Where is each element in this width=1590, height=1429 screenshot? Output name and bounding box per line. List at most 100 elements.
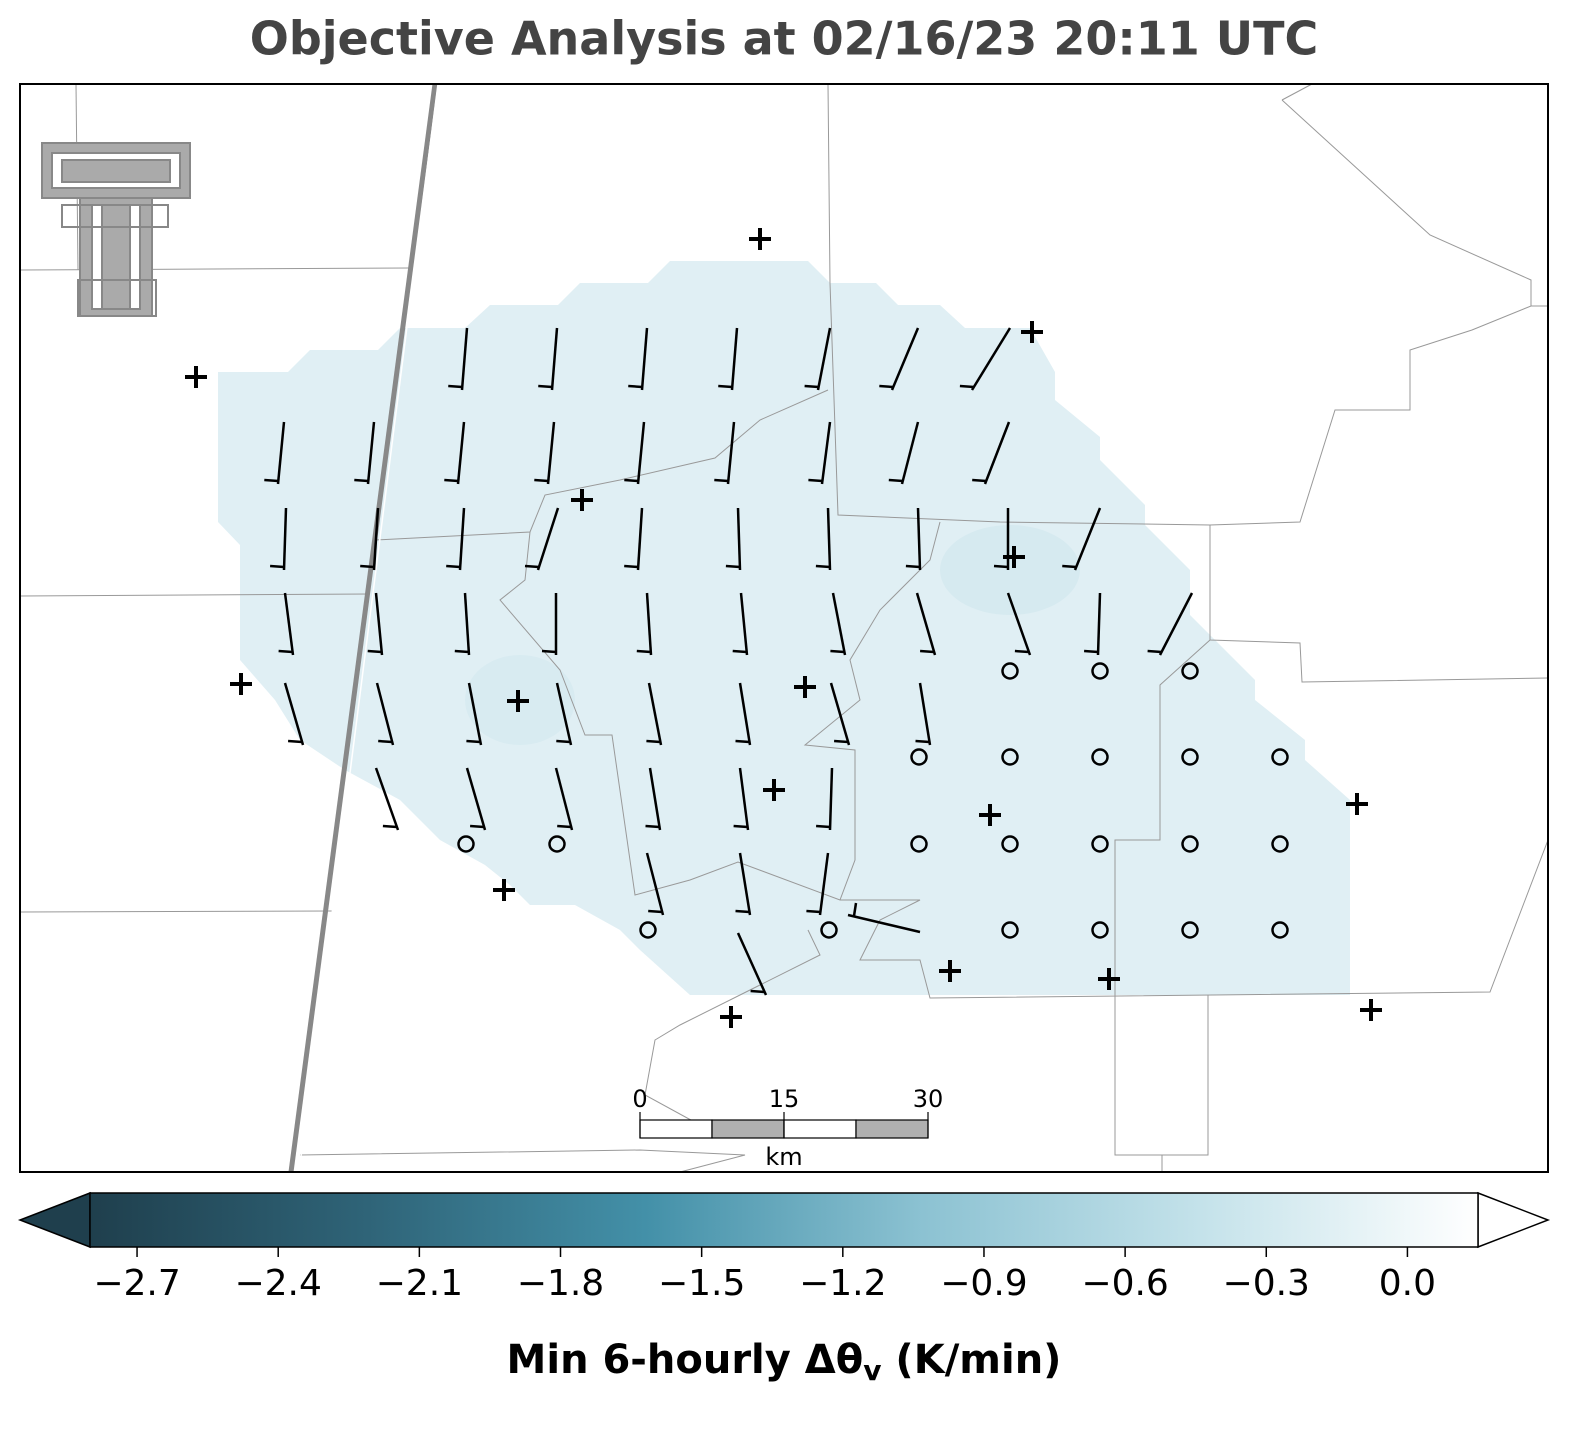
colorbar-label-suffix: (K/min) bbox=[881, 1337, 1061, 1383]
calm-wind bbox=[910, 835, 928, 853]
wind-barb-flag bbox=[636, 649, 651, 654]
wind-barb bbox=[738, 682, 752, 746]
colorbar-extend-low bbox=[17, 1191, 91, 1249]
station-marker bbox=[979, 804, 1001, 826]
scale-label: 30 bbox=[913, 1085, 944, 1113]
wind-barb-flag bbox=[264, 478, 279, 483]
wind-barb bbox=[983, 421, 1011, 485]
wind-barb-flag bbox=[959, 384, 974, 389]
state-line bbox=[298, 83, 439, 1173]
wind-barb-flag bbox=[852, 902, 858, 917]
wind-barb-flag bbox=[732, 649, 747, 654]
calm-wind bbox=[639, 921, 657, 939]
calm-wind bbox=[910, 748, 928, 766]
calm-wind bbox=[1271, 921, 1289, 939]
colorbar-tick-label: −1.8 bbox=[517, 1263, 604, 1304]
calm-wind bbox=[1001, 835, 1019, 853]
calm-wind bbox=[457, 835, 475, 853]
wind-barb-flag bbox=[378, 739, 393, 744]
wind-barb bbox=[640, 327, 649, 391]
scale-segment bbox=[783, 1119, 857, 1139]
calm-wind bbox=[1091, 835, 1109, 853]
scale-label: 0 bbox=[632, 1085, 647, 1113]
wind-barb bbox=[375, 682, 395, 746]
calm-wind bbox=[1181, 835, 1199, 853]
station-marker bbox=[507, 690, 529, 712]
wind-barb-flag bbox=[382, 824, 397, 829]
wind-barb-flag bbox=[648, 909, 663, 914]
wind-barb bbox=[900, 421, 920, 485]
wind-barb-flag bbox=[288, 739, 303, 744]
wind-barb bbox=[1073, 507, 1102, 571]
wind-barb bbox=[738, 767, 750, 831]
calm-wind bbox=[820, 921, 838, 939]
wind-barb-flag bbox=[888, 478, 903, 483]
wind-barb bbox=[726, 421, 736, 485]
wind-barb-flag bbox=[454, 649, 469, 654]
wind-barb-flag bbox=[879, 384, 894, 389]
colorbar-tick-label: −2.7 bbox=[93, 1263, 180, 1304]
wind-barb bbox=[820, 421, 832, 485]
wind-barb bbox=[970, 327, 1012, 391]
wind-barb bbox=[915, 592, 937, 656]
wind-barb bbox=[467, 682, 483, 746]
wind-barb-flag bbox=[804, 384, 819, 389]
wind-barb-flag bbox=[972, 478, 987, 483]
scale-segment bbox=[711, 1119, 785, 1139]
wind-barb bbox=[738, 852, 752, 916]
station-marker bbox=[763, 779, 785, 801]
wind-barb bbox=[648, 767, 662, 831]
colorbar-scale bbox=[89, 1192, 1479, 1248]
wind-barb-flag bbox=[524, 564, 540, 569]
station-marker bbox=[749, 228, 771, 250]
wind-barb bbox=[736, 507, 742, 571]
wind-barb bbox=[276, 421, 286, 485]
calm-wind bbox=[1181, 748, 1199, 766]
wind-barb-flag bbox=[718, 384, 733, 389]
wind-barb bbox=[555, 682, 573, 746]
wind-barb bbox=[829, 682, 851, 746]
wind-barb-flag bbox=[557, 824, 572, 829]
map-frame bbox=[19, 83, 1549, 1173]
wind-barb-flag bbox=[915, 739, 930, 744]
logo bbox=[41, 142, 191, 317]
wind-barb bbox=[460, 327, 469, 391]
wind-barb bbox=[916, 507, 922, 571]
colorbar-label-subscript: v bbox=[863, 1354, 881, 1387]
wind-barb bbox=[739, 592, 749, 656]
colorbar-extend-high bbox=[1477, 1191, 1551, 1249]
colorbar-tick-label: 0.0 bbox=[1379, 1263, 1436, 1304]
wind-barb-flag bbox=[1084, 649, 1099, 654]
colorbar-tick-label: −2.4 bbox=[234, 1263, 321, 1304]
station-marker bbox=[185, 366, 207, 388]
title: Objective Analysis at 02/16/23 20:11 UTC bbox=[250, 12, 1319, 66]
calm-wind bbox=[1181, 662, 1199, 680]
wind-barb-flag bbox=[541, 649, 557, 654]
wind-barb-flag bbox=[993, 564, 1009, 569]
scale-segment bbox=[855, 1119, 929, 1139]
colorbar-label: Min 6-hourly Δθv (K/min) bbox=[507, 1337, 1062, 1387]
county-lines bbox=[19, 83, 1549, 1173]
station-marker bbox=[571, 489, 593, 511]
scale-bar: km 0 15 30 bbox=[632, 1085, 943, 1171]
wind-barb bbox=[458, 507, 466, 571]
wind-barb-flag bbox=[534, 478, 549, 483]
wind-barb-flag bbox=[714, 478, 729, 483]
wind-barb bbox=[730, 327, 739, 391]
wind-barb bbox=[1158, 592, 1194, 656]
wind-barb bbox=[736, 932, 768, 996]
calm-wind bbox=[548, 835, 566, 853]
wind-barb bbox=[283, 592, 295, 656]
wind-barb bbox=[366, 421, 376, 485]
wind-barb bbox=[645, 852, 665, 916]
wind-barb-flag bbox=[646, 739, 661, 744]
station-marker bbox=[230, 673, 252, 695]
wind-barb-flag bbox=[808, 478, 823, 483]
colorbar-tick-label: −1.5 bbox=[658, 1263, 745, 1304]
wind-barb-flag bbox=[354, 478, 369, 483]
wind-barb bbox=[826, 507, 832, 571]
wind-barb bbox=[554, 767, 574, 831]
wind-barb-flag bbox=[645, 824, 660, 829]
wind-barb bbox=[456, 421, 466, 485]
